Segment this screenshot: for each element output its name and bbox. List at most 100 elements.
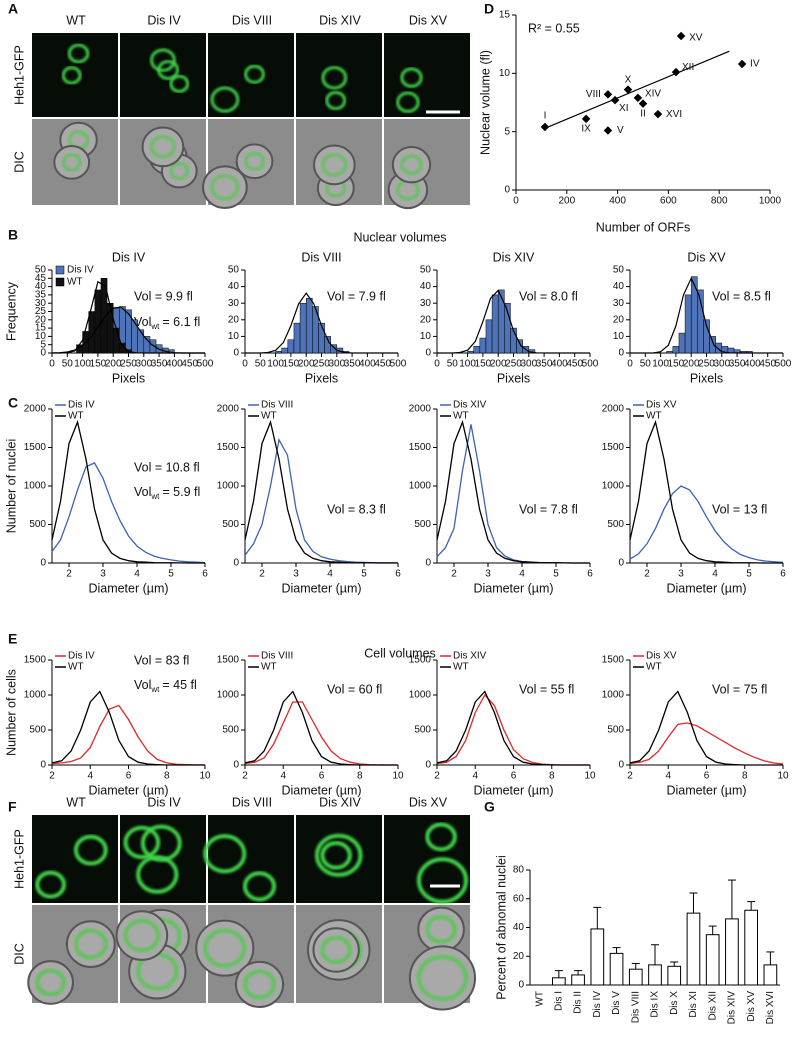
annotation-part: Vol	[134, 315, 151, 329]
y-tick-label: 20	[35, 314, 47, 325]
image-column-label: Dis IV	[147, 13, 181, 27]
histogram-bar	[112, 327, 120, 354]
point-label: XVI	[666, 109, 682, 120]
x-tick-label: 300	[520, 359, 537, 370]
y-tick-label: 500	[29, 725, 46, 736]
x-tick-label: 450	[566, 359, 583, 370]
y-tick-label: 0	[504, 185, 510, 196]
x-tick-label: Dis II	[573, 991, 584, 1014]
histogram-bar	[485, 319, 493, 354]
x-tick-label: 0	[49, 359, 55, 370]
x-tick-label: 3	[485, 569, 491, 580]
annotation: R² = 0.55	[528, 21, 580, 35]
x-tick-label: 400	[744, 359, 761, 370]
fluorescence-image	[384, 815, 470, 903]
y-axis-label: Frequency	[4, 281, 18, 341]
y-tick-label: 5	[40, 339, 46, 350]
line-series	[51, 690, 205, 766]
x-tick-label: 500	[775, 359, 792, 370]
annotation-part: = 5.9 fl	[162, 485, 200, 499]
y-tick-label: 0	[233, 348, 239, 359]
x-tick-label: 250	[698, 359, 715, 370]
legend-label: Dis IV	[68, 651, 95, 662]
image-row-label: Heh1-GFP	[12, 829, 26, 889]
y-tick-label: 0	[618, 760, 624, 771]
cell-outline	[235, 143, 274, 180]
y-tick-label: 1000	[602, 481, 625, 492]
x-tick-label: 400	[166, 359, 183, 370]
annotation: Vol = 13 fl	[712, 502, 767, 516]
y-tick-label: 10	[613, 331, 625, 342]
panel-letter: F	[8, 799, 17, 815]
image-column-label: Dis IV	[147, 795, 181, 809]
cell-outline	[53, 144, 91, 180]
x-tick-label: 6	[319, 771, 325, 782]
data-point	[603, 126, 613, 135]
x-tick-label: 100	[652, 359, 669, 370]
x-axis-label: Diameter (µm)	[473, 783, 553, 797]
x-tick-label: 250	[313, 359, 330, 370]
point-label: XII	[682, 62, 694, 73]
y-tick-label: 30	[420, 298, 432, 309]
fit-curve	[245, 292, 398, 354]
x-tick-label: 10	[392, 771, 404, 782]
legend-label: WT	[453, 411, 469, 422]
x-tick-label: 800	[711, 196, 728, 207]
nucleus	[150, 48, 176, 72]
bar	[744, 909, 758, 986]
line-series	[436, 693, 590, 766]
y-tick-label: 0	[233, 760, 239, 771]
nucleus	[73, 834, 108, 866]
y-tick-label: 20	[513, 951, 525, 962]
line-series	[436, 424, 590, 564]
y-tick-label: 1500	[217, 442, 240, 453]
histogram-bar	[275, 351, 282, 354]
annotation-part: = 45 fl	[162, 678, 196, 692]
annotation: Vol = 75 fl	[712, 682, 767, 696]
y-tick-label: 0	[425, 558, 431, 569]
x-tick-label: 6	[587, 569, 593, 580]
y-tick-label: 10	[228, 331, 240, 342]
y-tick-label: 1000	[217, 690, 240, 701]
fluorescence-image	[296, 815, 382, 903]
histogram-bar	[666, 351, 674, 354]
histogram-bar	[678, 332, 686, 354]
x-axis-label: Diameter (µm)	[281, 581, 361, 595]
cell-outline	[141, 126, 185, 168]
annotation-subscript: wt	[150, 492, 160, 501]
x-tick-label: 6	[395, 569, 401, 580]
x-axis-label: Pixels	[690, 371, 723, 385]
legend-label: Dis XV	[646, 651, 677, 662]
bar	[609, 952, 624, 986]
panel-letter: E	[8, 631, 17, 647]
fluorescence-image	[208, 815, 294, 903]
bar	[763, 964, 778, 986]
nucleus	[320, 935, 352, 965]
line-series	[51, 419, 205, 564]
legend-label: WT	[68, 411, 84, 422]
y-tick-label: 2000	[217, 404, 240, 415]
x-tick-label: 300	[713, 359, 730, 370]
x-tick-label: 4	[280, 771, 286, 782]
x-tick-label: 8	[357, 771, 363, 782]
panel-letter: C	[8, 395, 18, 411]
histogram-bar	[287, 339, 295, 354]
x-tick-label: 3	[678, 569, 684, 580]
point-label: VIII	[586, 89, 601, 100]
point-label: XV	[689, 33, 703, 44]
panel-letter: D	[484, 1, 494, 17]
x-tick-label: 350	[729, 359, 746, 370]
point-label: II	[640, 108, 646, 119]
x-tick-label: Dis VIII	[630, 991, 641, 1023]
y-tick-label: 500	[414, 519, 431, 530]
fluorescence-image	[32, 815, 118, 903]
x-tick-label: 4	[519, 569, 525, 580]
x-tick-label: 50	[447, 359, 459, 370]
line-series	[244, 690, 398, 766]
y-tick-label: 45	[35, 273, 47, 284]
x-tick-label: 100	[267, 359, 284, 370]
x-tick-label: Dis V	[611, 991, 622, 1015]
y-tick-label: 5	[504, 126, 510, 137]
cell-outline	[312, 144, 356, 186]
